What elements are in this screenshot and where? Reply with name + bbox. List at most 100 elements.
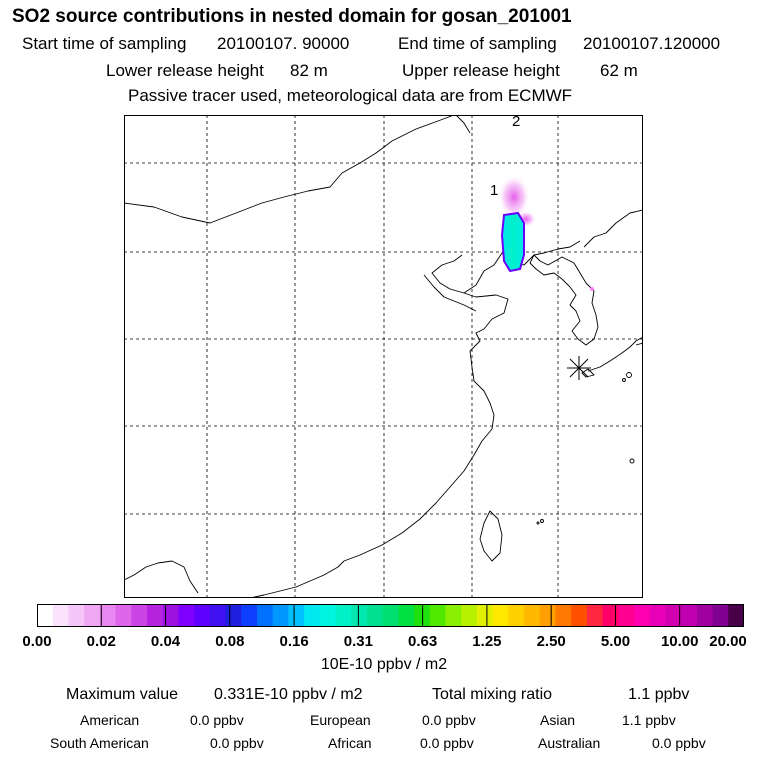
colorbar-swatch (696, 604, 714, 627)
plume-halo (498, 175, 530, 219)
island (536, 521, 540, 525)
colorbar-swatch (649, 604, 667, 627)
colorbar-swatch (634, 604, 651, 627)
max-value-label: Maximum value (66, 686, 179, 703)
coastline-bohai (431, 254, 465, 294)
region-name: Asian (540, 712, 576, 728)
region-name: South American (50, 735, 149, 751)
colorbar-swatch (272, 604, 289, 627)
colorbar-swatch (68, 604, 85, 627)
colorbar-tick-label: 0.16 (279, 633, 309, 650)
colorbar-tick-label: 5.00 (600, 633, 631, 650)
border-line (455, 115, 471, 134)
colorbar-frame (37, 604, 744, 627)
region-value: 0.0 ppbv (422, 712, 476, 728)
border-line (124, 560, 199, 594)
lower-height-label: Lower release height (106, 61, 264, 80)
total-mixing-label: Total mixing ratio (432, 686, 553, 703)
colorbar-swatch (99, 604, 117, 627)
total-mixing-value: 1.1 ppbv (628, 686, 690, 703)
colorbar-swatch (398, 604, 415, 627)
region-value: 0.0 ppbv (652, 735, 706, 751)
border-line (124, 115, 455, 224)
island (629, 458, 635, 464)
colorbar-swatch (602, 604, 619, 627)
receptor-asterisk-icon (567, 356, 591, 380)
colorbar (37, 604, 744, 627)
colorbar-swatch (115, 604, 132, 627)
region-value: 0.0 ppbv (420, 735, 474, 751)
colorbar-swatch (476, 604, 494, 627)
map-panel: 1 2 (124, 115, 643, 598)
coastline-china (343, 252, 535, 562)
colorbar-tick-label: 2.50 (536, 633, 566, 650)
region-name: African (328, 735, 372, 751)
region-value: 1.1 ppbv (622, 712, 676, 728)
coastline-japan (581, 368, 595, 378)
island (622, 378, 626, 382)
colorbar-swatch (728, 604, 744, 627)
plume-speck (590, 287, 594, 291)
end-time-label: End time of sampling (398, 34, 557, 53)
colorbar-swatch (571, 604, 588, 627)
colorbar-swatch (681, 604, 698, 627)
start-time-value: 20100107. 90000 (217, 34, 350, 53)
colorbar-swatch (508, 604, 525, 627)
region-value: 0.0 ppbv (190, 712, 244, 728)
colorbar-swatch (429, 604, 447, 627)
colorbar-tick-label: 1.25 (472, 633, 502, 650)
colorbar-tick-label: 10.00 (660, 633, 699, 650)
marker-1: 1 (490, 182, 498, 199)
tracer-note: Passive tracer used, meteorological data… (128, 86, 573, 105)
colorbar-swatch (256, 604, 274, 627)
region-name: Australian (538, 735, 601, 751)
colorbar-swatch (288, 604, 305, 627)
lower-height-value: 82 m (290, 61, 328, 80)
colorbar-swatch (37, 604, 54, 627)
colorbar-swatch (492, 604, 509, 627)
coastline-japan (635, 342, 643, 346)
island (540, 519, 544, 523)
region-name: European (310, 712, 371, 728)
colorbar-swatch (304, 604, 321, 627)
region-name: American (80, 712, 140, 728)
colorbar-tick-label: 0.04 (150, 633, 181, 650)
colorbar-swatch (539, 604, 557, 627)
colorbar-tick-label: 0.08 (215, 633, 245, 650)
border-line (533, 240, 581, 256)
max-value: 0.331E-10 ppbv / m2 (214, 686, 363, 703)
colorbar-swatch (366, 604, 384, 627)
border-line (583, 209, 643, 248)
colorbar-swatch (445, 604, 462, 627)
colorbar-swatch (241, 604, 258, 627)
colorbar-tick-label: 0.00 (22, 633, 52, 650)
colorbar-swatch (618, 604, 635, 627)
start-time-label: Start time of sampling (22, 34, 187, 53)
colorbar-swatch (335, 604, 352, 627)
colorbar-swatch (524, 604, 541, 627)
colorbar-swatch (712, 604, 729, 627)
colorbar-swatch (194, 604, 211, 627)
colorbar-swatch (665, 604, 682, 627)
colorbar-swatch (319, 604, 337, 627)
upper-height-label: Upper release height (402, 61, 560, 80)
page-title: SO2 source contributions in nested domai… (12, 6, 572, 27)
marker-2: 2 (512, 115, 520, 130)
colorbar-tick-label: 20.00 (709, 633, 747, 650)
colorbar-swatch (52, 604, 70, 627)
colorbar-tick-label: 0.02 (86, 633, 116, 650)
so2-plume (498, 175, 594, 291)
colorbar-swatch (162, 604, 179, 627)
colorbar-swatch (461, 604, 478, 627)
colorbar-swatch (382, 604, 399, 627)
colorbar-swatch (84, 604, 101, 627)
plume-core (500, 211, 525, 273)
coastlines-and-borders (124, 115, 643, 598)
coastline-korea (529, 254, 599, 346)
colorbar-swatch (209, 604, 227, 627)
map-frame (124, 115, 643, 598)
graticule (124, 115, 643, 598)
colorbar-tick-label: 0.31 (343, 633, 373, 650)
colorbar-unit: 10E-10 ppbv / m2 (320, 656, 448, 673)
